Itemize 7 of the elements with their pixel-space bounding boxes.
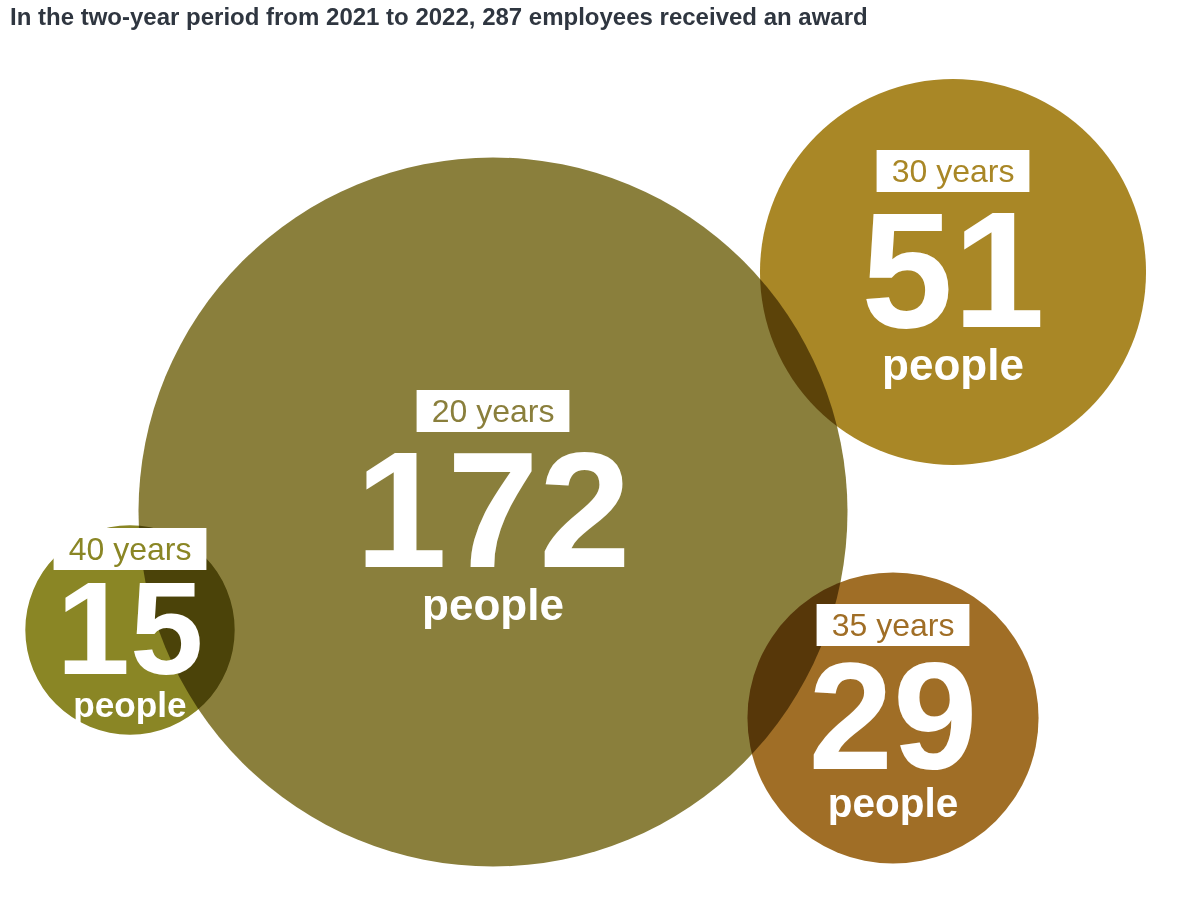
text: people	[882, 340, 1024, 389]
category-label: 40 years	[68, 531, 192, 567]
category-label: 35 years	[831, 607, 955, 643]
text: people	[827, 780, 959, 827]
text: people	[422, 580, 564, 629]
text: people	[73, 685, 187, 724]
text: In the two-year period from 2021 to 2022, 287 employees received an award	[10, 3, 868, 30]
